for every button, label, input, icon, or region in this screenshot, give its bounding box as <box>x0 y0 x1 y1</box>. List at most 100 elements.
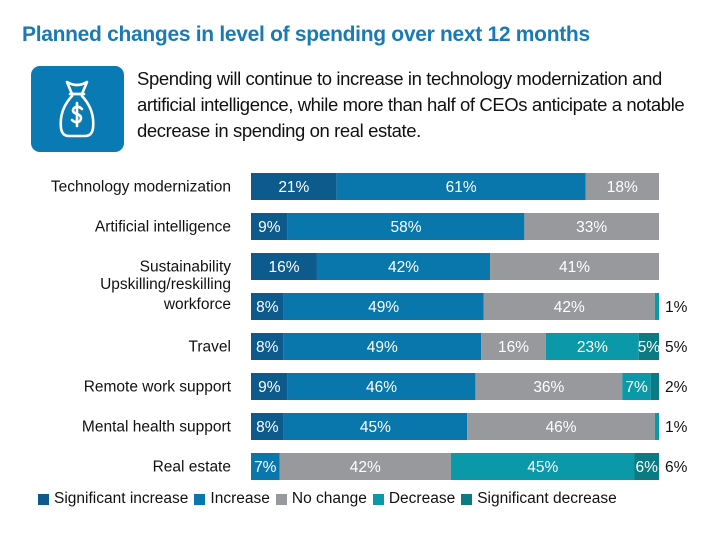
legend-swatch <box>461 493 473 505</box>
data-label: 42% <box>350 459 381 476</box>
legend-item: Decrease <box>372 490 456 508</box>
bar-segment-significant-increase <box>251 173 337 200</box>
data-label: 16% <box>268 259 299 276</box>
bar-segment-no-change <box>475 373 623 400</box>
outside-data-label: 1% <box>665 419 688 436</box>
legend-label: Significant decrease <box>477 490 617 507</box>
outside-data-label: 5% <box>665 339 688 356</box>
data-label: 18% <box>607 179 638 196</box>
legend-item: Significant decrease <box>461 490 617 508</box>
bar-segment-increase <box>283 333 482 360</box>
data-label: 8% <box>256 339 279 356</box>
data-label: 36% <box>533 379 564 396</box>
data-label: 45% <box>527 459 558 476</box>
data-label: 49% <box>368 299 399 316</box>
category-label: workforce <box>163 296 231 313</box>
category-label: Remote work support <box>84 379 232 396</box>
data-label: 42% <box>554 299 585 316</box>
data-label: 49% <box>367 339 398 356</box>
bar-segment-decrease <box>654 293 659 320</box>
data-label: 16% <box>498 339 529 356</box>
outside-data-label: 6% <box>665 459 688 476</box>
bar-row: Travel 8% 49% 16% 23% 5% 5% <box>189 333 688 360</box>
category-label: Technology modernization <box>51 179 231 196</box>
bar-segment-increase <box>251 453 280 480</box>
bar-segment-significant-increase <box>251 333 284 360</box>
category-label: Mental health support <box>82 419 232 436</box>
legend-swatch <box>194 493 206 505</box>
bar-segment-significant-decrease <box>650 373 659 400</box>
bar-row: Technology modernization 21% 61% 18% <box>51 173 659 200</box>
bar-segment-increase <box>336 173 586 200</box>
bar-segment-increase <box>287 213 525 240</box>
bar-segment-increase <box>283 293 484 320</box>
bar-segment-no-change <box>585 173 659 200</box>
chart-subtitle: Spending will continue to increase in te… <box>137 68 685 141</box>
data-label: 46% <box>366 379 397 396</box>
category-label: Artificial intelligence <box>95 219 231 236</box>
bar-segment-no-change <box>467 413 655 440</box>
bar-segment-decrease <box>545 333 639 360</box>
outside-data-label: 1% <box>665 299 688 316</box>
legend-label: Decrease <box>388 490 456 507</box>
money-bag-icon <box>31 66 124 152</box>
bar-segment-no-change <box>481 333 546 360</box>
bar-segment-no-change <box>524 213 659 240</box>
bar-segment-significant-increase <box>251 293 284 320</box>
bar-segment-significant-increase <box>251 413 284 440</box>
chart-legend: Significant increase Increase No change Dec… <box>38 490 623 508</box>
data-label: 9% <box>258 379 281 396</box>
legend-swatch <box>38 493 49 505</box>
bar-row: Sustainability 16% 42% 41% <box>140 253 659 280</box>
legend-swatch <box>372 493 384 505</box>
bar-segment-no-change <box>490 253 659 280</box>
category-label: Travel <box>189 339 232 356</box>
bar-segment-decrease <box>450 453 635 480</box>
data-label: 46% <box>546 419 577 436</box>
data-label: 6% <box>636 459 659 476</box>
bar-row: Remote work support 9% 46% 36% 7% 2% <box>84 373 688 400</box>
bar-segment-significant-increase <box>251 373 288 400</box>
data-label: 61% <box>446 179 477 196</box>
bar-row: Artificial intelligence 9% 58% 33% <box>95 213 659 240</box>
data-label: 33% <box>576 219 607 236</box>
data-label: 7% <box>254 459 277 476</box>
legend-label: No change <box>291 490 367 507</box>
legend-label: Increase <box>210 490 270 507</box>
data-label: 58% <box>391 219 422 236</box>
data-label: 42% <box>388 259 419 276</box>
data-label: 41% <box>559 259 590 276</box>
data-label: 7% <box>625 379 648 396</box>
legend-item: Increase <box>194 490 270 508</box>
bar-segment-increase <box>316 253 491 280</box>
bar-segment-no-change <box>483 293 655 320</box>
chart-title: Planned changes in level of spending ove… <box>22 23 590 46</box>
bar-segment-decrease <box>654 413 659 440</box>
data-label: 45% <box>360 419 391 436</box>
legend-item: Significant increase <box>38 490 188 508</box>
bar-row: Real estate 7% 42% 45% 6% 6% <box>153 453 688 480</box>
outside-data-label: 2% <box>665 379 688 396</box>
data-label: 8% <box>256 299 279 316</box>
legend-label: Significant increase <box>54 490 189 507</box>
category-label: Real estate <box>153 459 231 476</box>
bar-row: Upskilling/reskilling workforce 8% 49% 42% 1% <box>100 276 688 320</box>
bar-segment-significant-increase <box>251 253 317 280</box>
money-bag-dollar-icon <box>59 80 95 138</box>
data-label: 21% <box>278 179 309 196</box>
data-label: 5% <box>638 339 661 356</box>
data-label: 8% <box>256 419 279 436</box>
bar-segment-increase <box>287 373 476 400</box>
data-label: 23% <box>577 339 608 356</box>
category-label: Upskilling/reskilling <box>100 276 231 293</box>
bar-segment-decrease <box>622 373 651 400</box>
bar-segment-significant-decrease <box>634 453 659 480</box>
legend-item: No change <box>275 490 367 508</box>
bar-segment-significant-decrease <box>638 333 659 360</box>
bar-row: Mental health support 8% 45% 46% 1% <box>82 413 688 440</box>
bar-segment-significant-increase <box>251 213 288 240</box>
data-label: 9% <box>258 219 281 236</box>
bar-segment-no-change <box>279 453 451 480</box>
bar-segment-increase <box>283 413 468 440</box>
legend-swatch <box>275 493 287 505</box>
